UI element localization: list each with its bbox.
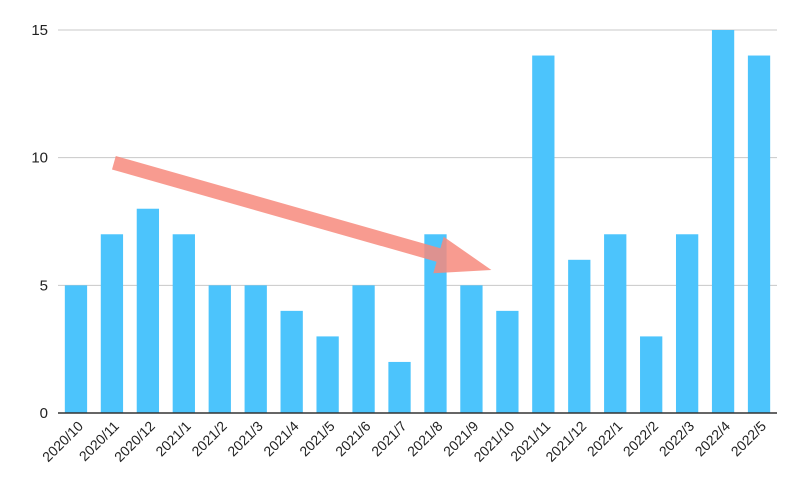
x-tick-label: 2021/6: [332, 418, 374, 460]
y-tick-label: 10: [31, 150, 48, 167]
bar: [424, 234, 447, 413]
bar: [747, 55, 771, 414]
x-tick-label: 2021/7: [368, 418, 410, 460]
bar: [352, 285, 375, 413]
bar: [388, 361, 411, 413]
bar: [64, 285, 88, 413]
bars: [64, 30, 771, 414]
x-tick-label: 2022/3: [656, 418, 698, 460]
x-tick-label: 2022/1: [584, 418, 626, 460]
x-axis-ticks: 2020/102020/112020/122021/12021/22021/32…: [39, 418, 769, 465]
bar: [711, 30, 735, 413]
bar: [496, 310, 519, 413]
bar: [604, 234, 627, 413]
x-tick-label: 2022/5: [728, 418, 770, 460]
bar: [568, 259, 591, 413]
trend-arrow-icon: [112, 156, 492, 274]
bar: [136, 208, 160, 413]
x-tick-label: 2021/4: [260, 418, 302, 460]
x-tick-label: 2021/5: [296, 418, 338, 460]
bar: [208, 285, 231, 413]
bar: [172, 234, 195, 413]
bar: [532, 55, 555, 414]
x-tick-label: 2021/8: [404, 418, 446, 460]
x-tick-label: 2020/12: [111, 418, 158, 465]
x-tick-label: 2021/3: [224, 418, 266, 460]
x-tick-label: 2021/12: [542, 418, 589, 465]
x-tick-label: 2020/10: [39, 418, 86, 465]
bar: [460, 285, 483, 413]
x-tick-label: 2021/2: [188, 418, 230, 460]
x-tick-label: 2022/2: [620, 418, 662, 460]
bar: [316, 336, 339, 413]
bar: [244, 285, 267, 413]
arrow-icon: [112, 156, 492, 274]
y-tick-label: 5: [40, 277, 48, 294]
x-tick-label: 2021/10: [470, 418, 517, 465]
bar: [640, 336, 663, 413]
x-tick-label: 2021/1: [152, 418, 194, 460]
y-tick-label: 0: [40, 405, 48, 422]
y-tick-label: 15: [31, 22, 48, 39]
bar: [675, 234, 699, 413]
x-tick-label: 2022/4: [692, 418, 734, 460]
y-axis-ticks: 0 5 10 15: [31, 22, 48, 422]
bar: [100, 234, 124, 413]
bar: [280, 310, 303, 413]
